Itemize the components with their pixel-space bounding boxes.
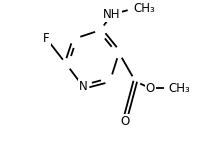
Text: F: F bbox=[43, 32, 50, 45]
Text: N: N bbox=[79, 80, 88, 93]
Text: NH: NH bbox=[103, 8, 121, 21]
Text: CH₃: CH₃ bbox=[133, 2, 155, 15]
Text: O: O bbox=[120, 115, 129, 128]
Text: O: O bbox=[146, 82, 155, 95]
Text: CH₃: CH₃ bbox=[169, 82, 191, 95]
